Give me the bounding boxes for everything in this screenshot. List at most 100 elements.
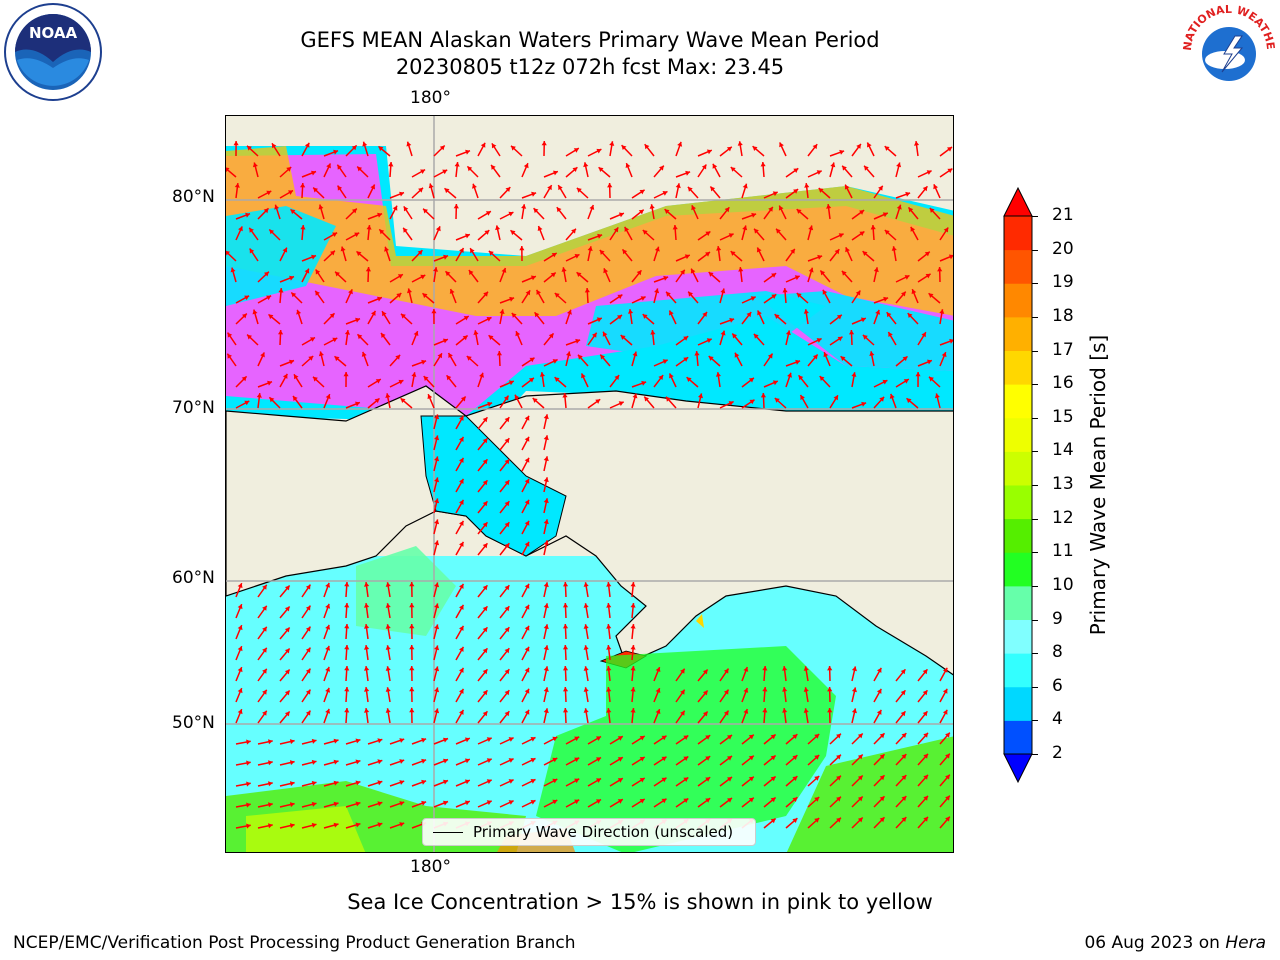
wave-arrow-head [399, 759, 405, 764]
wave-arrow-head [937, 267, 943, 272]
wave-arrow-head [727, 756, 732, 761]
wave-arrow-head [900, 690, 906, 696]
wave-arrow-head [785, 330, 791, 336]
wave-arrow-head [385, 603, 391, 608]
wave-arrow-head [820, 270, 826, 276]
colorbar-segment [1004, 350, 1032, 385]
colorbar-segment [1004, 653, 1032, 688]
wave-arrow-head [798, 375, 804, 381]
wave-arrow-head [237, 688, 243, 694]
wave-arrow-head [284, 585, 290, 591]
wave-arrow-head [851, 666, 857, 672]
wave-arrow-head [726, 146, 732, 152]
wave-arrow-head [659, 165, 664, 171]
wave-arrow-head [539, 372, 545, 377]
wave-arrow-head [486, 317, 492, 322]
wave-arrow-head [530, 758, 536, 763]
colorbar-tick-label: 20 [1052, 238, 1074, 259]
wave-arrow-head [385, 393, 391, 398]
colorbar-tick-mark [1032, 316, 1038, 318]
wave-arrow-head [595, 399, 601, 404]
wave-arrow-head [434, 498, 440, 504]
wave-arrow-head [420, 169, 426, 174]
wave-arrow-head [433, 267, 439, 272]
wave-arrow-head [465, 149, 470, 155]
wave-arrow-head [482, 438, 488, 444]
wave-arrow-head [325, 666, 331, 672]
wave-arrow-head [901, 796, 907, 801]
wave-arrow-head [375, 379, 381, 384]
wave-arrow-head [434, 540, 440, 546]
wave-arrow-head [366, 225, 372, 230]
wave-arrow-head [423, 208, 428, 214]
wave-arrow-head [762, 708, 768, 713]
wave-arrow-head [355, 738, 361, 744]
wave-arrow-head [392, 205, 398, 211]
wave-arrow-head [483, 291, 488, 297]
colorbar-tick-label: 14 [1052, 440, 1074, 461]
wave-arrow-head [305, 689, 311, 695]
wave-arrow-head [482, 690, 488, 696]
wave-arrow-head [728, 233, 734, 238]
wave-arrow-head [751, 212, 757, 218]
wave-arrow-head [325, 708, 331, 714]
wave-arrow-head [873, 267, 879, 273]
wave-arrow-head [742, 183, 748, 189]
wave-arrow-head [816, 170, 822, 175]
wave-arrow-head [571, 228, 576, 234]
colorbar-tick-mark [1032, 451, 1038, 453]
colorbar-tick-mark [1032, 585, 1038, 587]
wave-arrow-head [403, 206, 409, 212]
wave-arrow-head [606, 687, 612, 692]
wave-arrow-head [672, 225, 678, 230]
wave-arrow-head [262, 584, 267, 590]
wave-arrow-head [434, 582, 440, 588]
wave-arrow-head [782, 708, 788, 713]
wave-arrow-head [311, 780, 317, 786]
wave-arrow-head [934, 393, 940, 399]
wave-arrow-head [242, 313, 247, 319]
wave-arrow-head [683, 735, 689, 740]
wave-arrow-head [654, 246, 660, 252]
wave-arrow-head [743, 688, 749, 693]
colorbar-tick-label: 11 [1052, 541, 1074, 562]
wave-arrow-head [246, 802, 251, 808]
colorbar-tick-label: 12 [1052, 507, 1074, 528]
wave-arrow-head [459, 625, 464, 631]
wave-arrow-head [927, 359, 932, 365]
wave-arrow-head [748, 734, 754, 740]
wave-arrow-head [817, 254, 823, 260]
wave-arrow-head [530, 737, 536, 742]
wave-arrow-head [284, 627, 290, 633]
colorbar-tick-mark [1032, 686, 1038, 688]
wave-arrow-head [563, 603, 569, 608]
wave-arrow-head [409, 666, 415, 671]
wave-arrow-head [748, 755, 754, 761]
wave-arrow-head [291, 292, 297, 298]
wave-arrow-head [597, 233, 603, 239]
wave-arrow-head [504, 480, 510, 486]
footer-credit: NCEP/EMC/Verification Post Processing Pr… [13, 933, 576, 953]
wave-arrow-head [480, 142, 486, 148]
wave-arrow-head [554, 377, 560, 382]
wave-arrow-head [942, 667, 948, 673]
wave-arrow-head [362, 141, 368, 147]
wave-arrow-head [428, 183, 434, 189]
wave-arrow-head [418, 187, 423, 193]
wave-arrow-head [531, 191, 537, 197]
wave-arrow-head [613, 227, 619, 233]
wave-arrow-head [443, 800, 448, 806]
wave-arrow-head [838, 233, 844, 238]
wave-arrow-head [743, 667, 749, 672]
lon-label-top: 180° [410, 88, 451, 108]
wave-arrow-head [269, 229, 275, 235]
wave-arrow-head [884, 146, 890, 151]
wave-arrow-head [325, 645, 331, 651]
wave-arrow-head [748, 377, 754, 383]
wave-arrow-head [524, 415, 530, 421]
wave-arrow-head [715, 372, 721, 377]
wave-arrow-head [641, 380, 647, 386]
wave-arrow-head [816, 338, 822, 343]
wave-arrow-head [642, 230, 648, 235]
wave-arrow-head [488, 250, 494, 256]
